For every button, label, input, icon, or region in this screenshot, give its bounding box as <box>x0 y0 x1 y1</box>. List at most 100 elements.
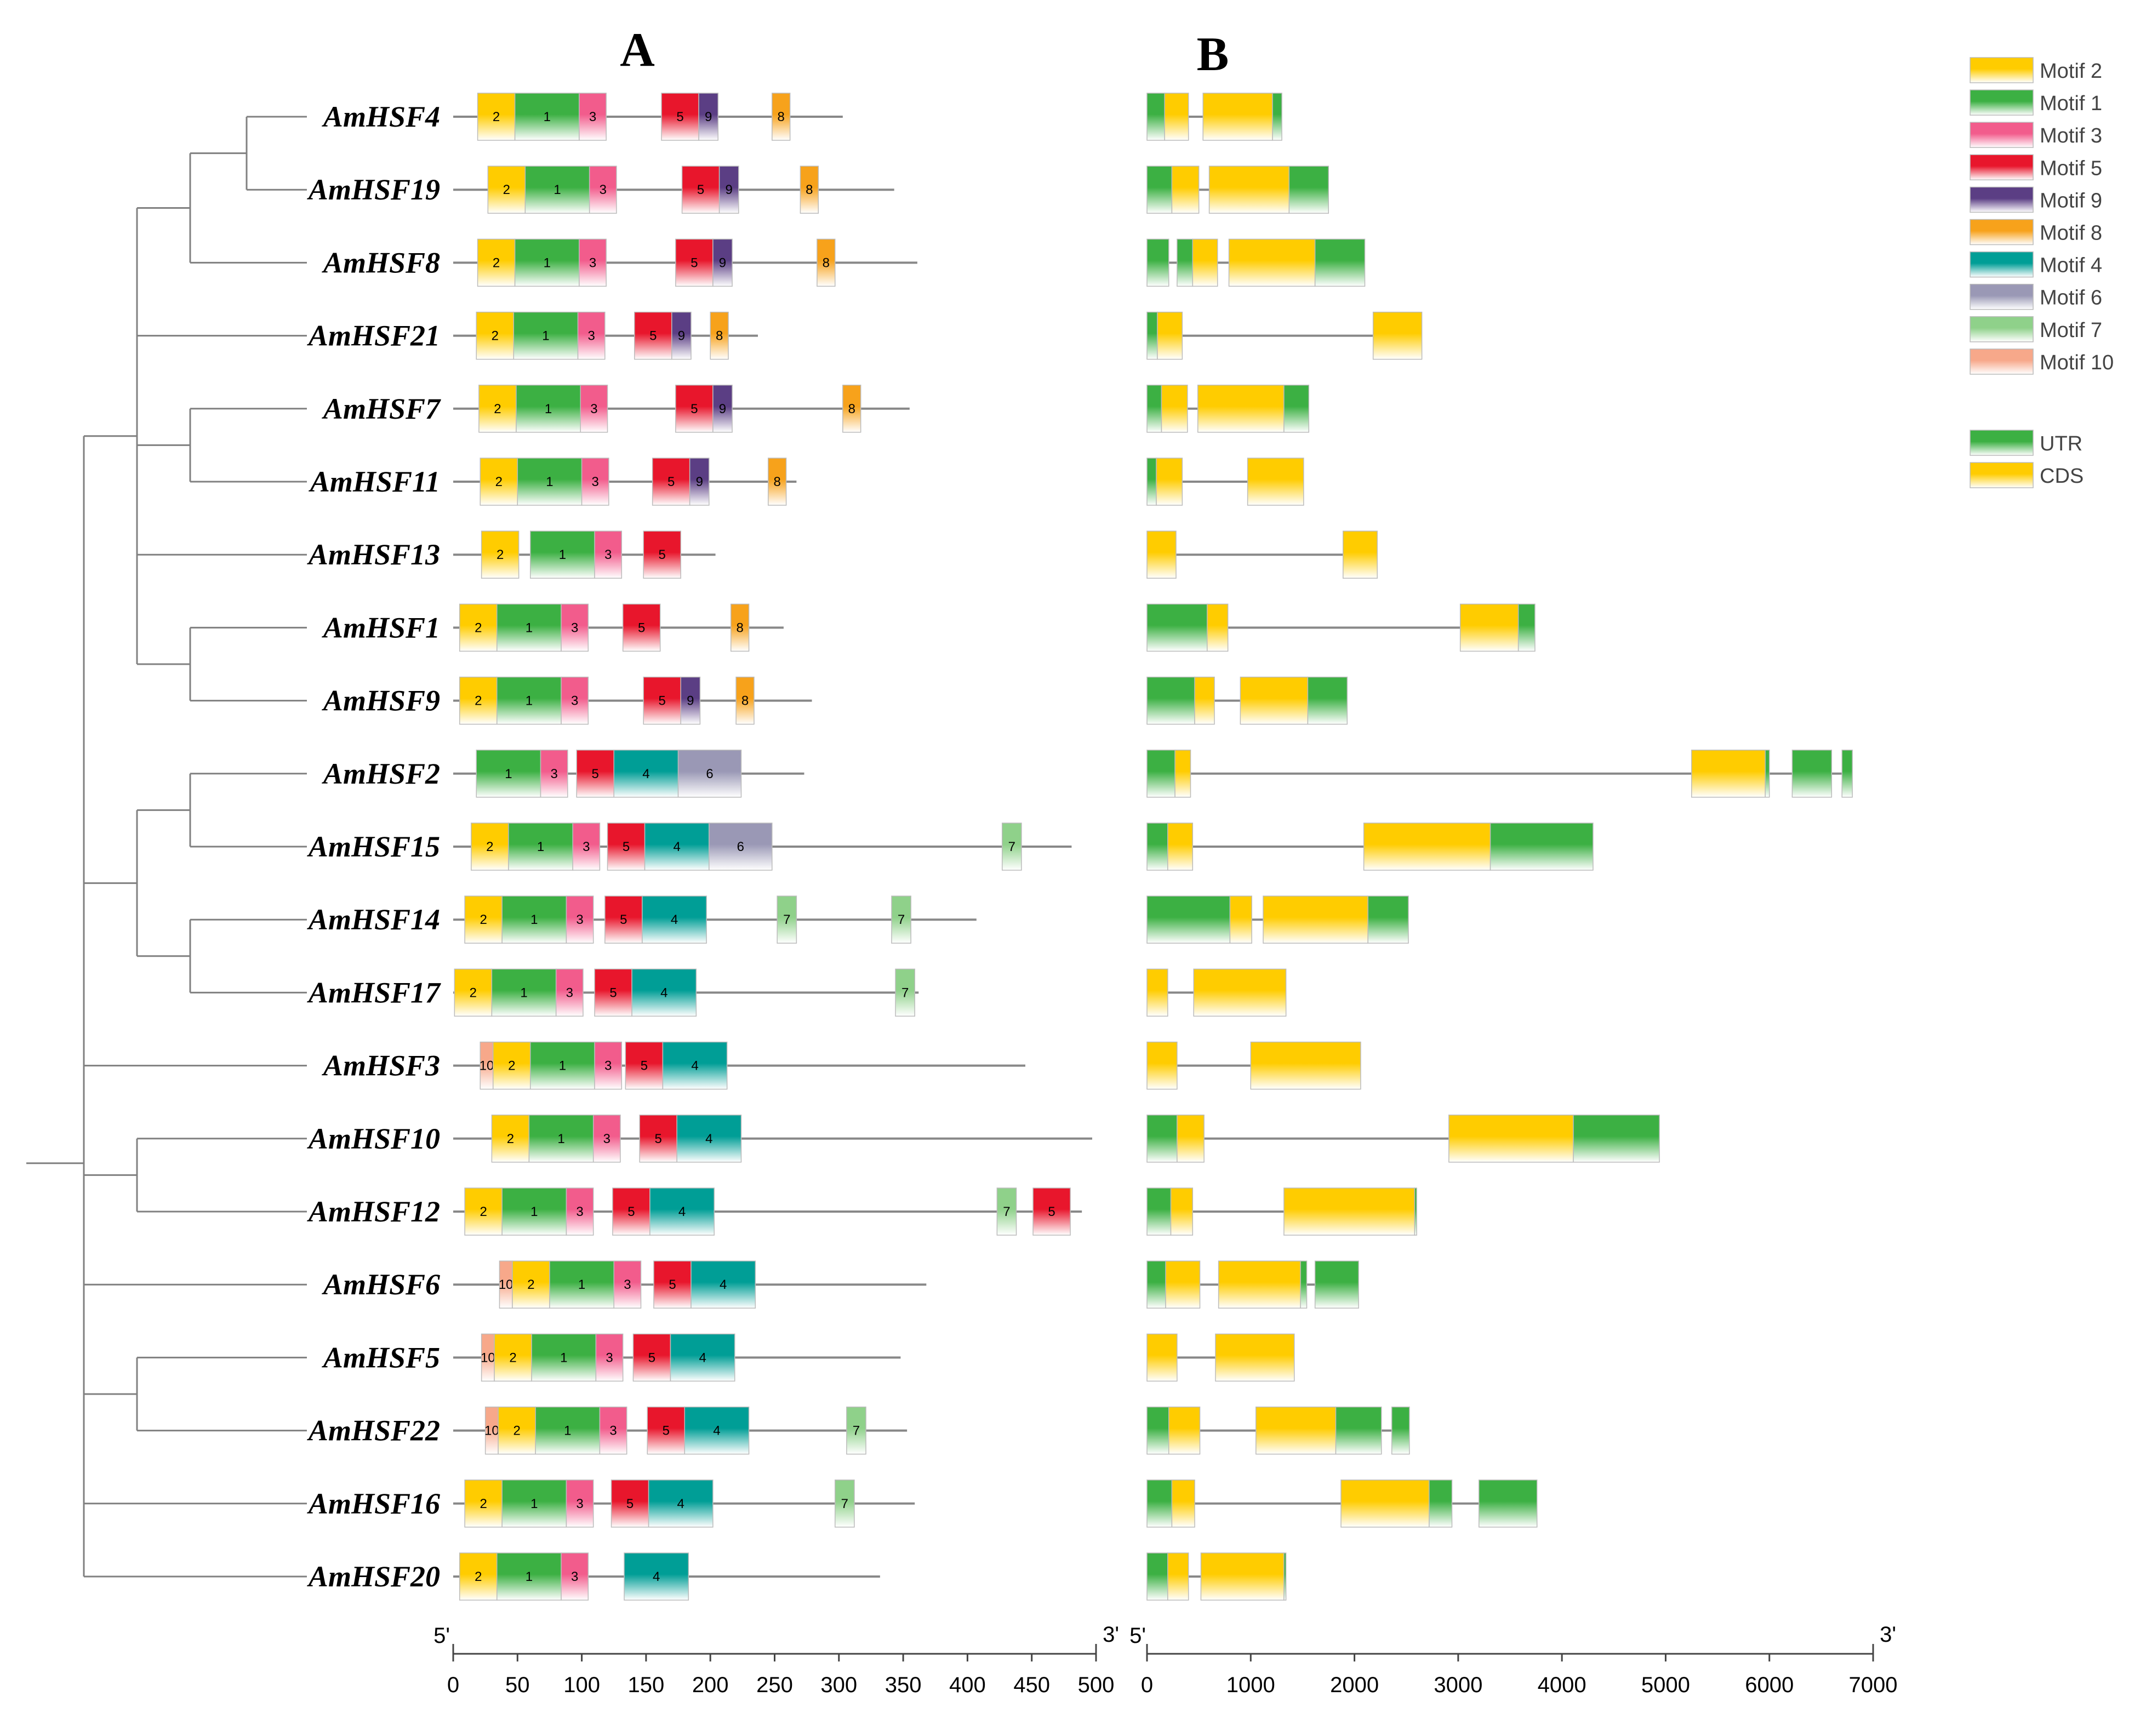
motif-number: 8 <box>778 110 785 124</box>
utr-block <box>1177 238 1194 287</box>
motif-1-box <box>476 750 541 798</box>
gene-label: AmHSF6 <box>322 1268 440 1301</box>
motif-5-box <box>607 823 646 871</box>
cds-block <box>1208 165 1290 214</box>
motif-number: 1 <box>526 1569 533 1584</box>
cds-block <box>1256 1406 1337 1455</box>
motif-5-box <box>681 165 720 214</box>
motif-3-box <box>561 1552 589 1601</box>
cds-block <box>1146 530 1177 579</box>
axis-end-label: 3' <box>1880 1623 1896 1647</box>
motif-3-box <box>540 750 568 798</box>
motif-number: 6 <box>737 840 744 854</box>
motif-3-box <box>594 1041 623 1090</box>
axis-tick-label: 0 <box>1141 1673 1153 1697</box>
cds-block <box>1343 530 1378 579</box>
motif-2-box <box>512 1260 550 1309</box>
panel-b-label: B <box>1197 28 1229 81</box>
motif-2-box <box>481 530 520 579</box>
motif-number: 4 <box>705 1132 712 1146</box>
cds-block <box>1146 968 1168 1017</box>
motif-number: 1 <box>578 1277 585 1292</box>
cds-block <box>1174 750 1191 798</box>
motif-1-box <box>497 603 562 652</box>
cds-block <box>1250 1041 1361 1090</box>
motif-number: 5 <box>1048 1204 1055 1219</box>
motif-1-box <box>516 385 581 433</box>
gene-label: AmHSF1 <box>322 611 440 644</box>
axis-tick-label: 400 <box>949 1673 986 1697</box>
motif-number: 7 <box>853 1424 860 1438</box>
motif-2-box <box>464 895 503 944</box>
utr-block <box>1146 1480 1173 1528</box>
legend-swatch-motif-10 <box>1970 349 2034 375</box>
motif-number: 3 <box>571 694 578 709</box>
motif-3-box <box>595 1333 624 1382</box>
motif-number: 4 <box>691 1059 698 1073</box>
motif-number: 8 <box>741 694 749 709</box>
motif-5-box <box>639 1115 677 1163</box>
utr-block <box>1146 676 1195 725</box>
legend-label: UTR <box>2040 432 2082 455</box>
motif-number: 1 <box>530 1497 538 1511</box>
motif-number: 5 <box>638 620 645 635</box>
motif-number: 9 <box>719 402 726 416</box>
motif-5-box <box>652 458 690 506</box>
motif-3-box <box>566 1480 594 1528</box>
motif-9-box <box>698 93 719 141</box>
gene-label: AmHSF20 <box>307 1560 440 1593</box>
motif-8-box <box>800 165 819 214</box>
motif-number: 2 <box>480 1204 487 1219</box>
axis-tick-label: 4000 <box>1538 1673 1587 1697</box>
motif-1-box <box>517 458 583 506</box>
axis-tick-label: 0 <box>447 1673 459 1697</box>
motif-number: 5 <box>627 1204 635 1219</box>
motif-2-box <box>459 676 498 725</box>
motif-number: 2 <box>508 1059 515 1073</box>
gene-label: AmHSF5 <box>322 1341 440 1374</box>
motif-2-box <box>459 603 498 652</box>
utr-block <box>1146 1260 1166 1309</box>
utr-block <box>1300 1260 1308 1309</box>
cds-block <box>1171 165 1200 214</box>
motif-2-box <box>492 1041 531 1090</box>
motif-number: 2 <box>480 1497 487 1511</box>
motif-number: 4 <box>660 985 667 1000</box>
legend-label: Motif 9 <box>2040 189 2102 212</box>
motif-number: 3 <box>588 329 595 344</box>
motif-7-box <box>891 895 911 944</box>
legend-label: Motif 4 <box>2040 254 2102 277</box>
utr-block <box>1490 823 1594 871</box>
axis-tick-label: 450 <box>1013 1673 1050 1697</box>
cds-block <box>1165 1260 1201 1309</box>
axis-tick-label: 2000 <box>1330 1673 1379 1697</box>
motif-9-box <box>718 165 739 214</box>
motif-number: 1 <box>559 1059 566 1073</box>
motif-number: 3 <box>590 402 597 416</box>
cds-block <box>1194 676 1215 725</box>
cds-block <box>1207 603 1229 652</box>
motif-number: 2 <box>486 840 493 854</box>
cds-block <box>1215 1333 1295 1382</box>
motif-1-box <box>531 1333 597 1382</box>
utr-block <box>1146 823 1168 871</box>
axis-tick-label: 50 <box>505 1673 530 1697</box>
cds-block <box>1691 750 1766 798</box>
motif-5-box <box>625 1041 664 1090</box>
motif-2-box <box>471 823 509 871</box>
motif-2-box <box>459 1552 498 1601</box>
utr-block <box>1272 93 1282 141</box>
gene-labels: AmHSF4 AmHSF19 AmHSF8 AmHSF21 AmHSF7 AmHSF11 A… <box>307 100 441 1593</box>
panel-a-label: A <box>620 24 655 77</box>
motif-number: 1 <box>505 767 512 781</box>
gene-label: AmHSF17 <box>307 976 441 1009</box>
motif-1-box <box>528 1115 594 1163</box>
motif-3-box <box>577 311 606 360</box>
gene-label: AmHSF21 <box>307 319 440 352</box>
utr-block <box>1765 750 1770 798</box>
utr-block <box>1146 750 1175 798</box>
motif-8-box <box>842 385 861 433</box>
cds-block <box>1168 1406 1201 1455</box>
motif-number: 4 <box>671 912 678 927</box>
